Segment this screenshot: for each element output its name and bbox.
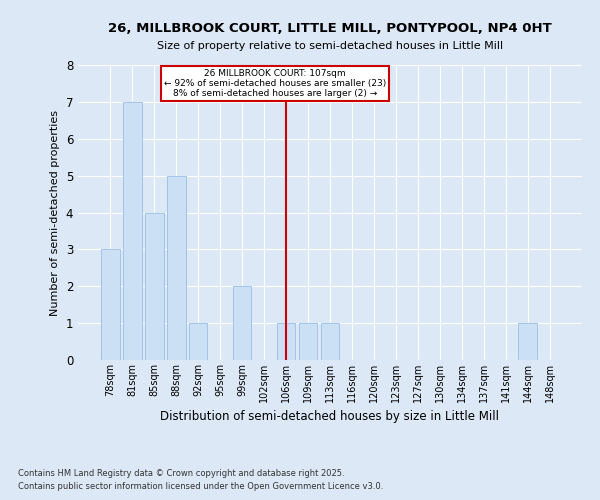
- Bar: [233, 286, 251, 360]
- Bar: [277, 323, 295, 360]
- Bar: [167, 176, 185, 360]
- Bar: [518, 323, 537, 360]
- Text: 26 MILLBROOK COURT: 107sqm
← 92% of semi-detached houses are smaller (23)
8% of : 26 MILLBROOK COURT: 107sqm ← 92% of semi…: [164, 68, 386, 98]
- Bar: [145, 212, 164, 360]
- Text: Contains HM Land Registry data © Crown copyright and database right 2025.: Contains HM Land Registry data © Crown c…: [18, 468, 344, 477]
- Y-axis label: Number of semi-detached properties: Number of semi-detached properties: [50, 110, 60, 316]
- Text: Contains public sector information licensed under the Open Government Licence v3: Contains public sector information licen…: [18, 482, 383, 491]
- Text: 26, MILLBROOK COURT, LITTLE MILL, PONTYPOOL, NP4 0HT: 26, MILLBROOK COURT, LITTLE MILL, PONTYP…: [108, 22, 552, 36]
- Bar: [101, 250, 119, 360]
- Bar: [320, 323, 340, 360]
- Bar: [189, 323, 208, 360]
- Text: Size of property relative to semi-detached houses in Little Mill: Size of property relative to semi-detach…: [157, 41, 503, 51]
- X-axis label: Distribution of semi-detached houses by size in Little Mill: Distribution of semi-detached houses by …: [161, 410, 499, 424]
- Bar: [299, 323, 317, 360]
- Bar: [123, 102, 142, 360]
